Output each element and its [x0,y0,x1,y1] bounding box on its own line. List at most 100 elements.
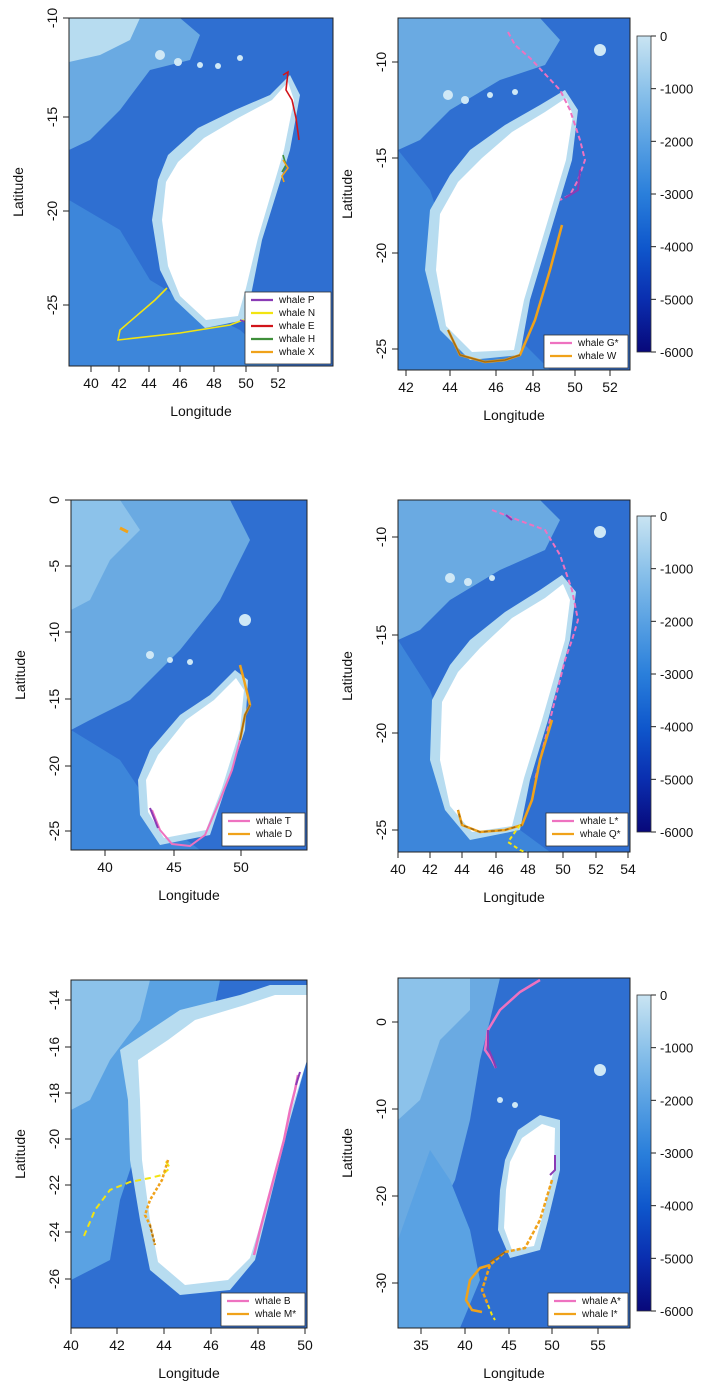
legend-label: whale T [255,816,291,827]
legend-label: whale P [278,295,315,306]
x-tick-label: 50 [555,861,571,877]
colorbar-tick-label: -5000 [660,1251,693,1266]
legend-label: whale W [577,351,617,362]
legend-label: whale L* [579,816,618,827]
panel-d-map [398,500,630,852]
y-tick-label: -20 [373,243,389,263]
track-whale-e [282,70,300,141]
y-tick-label: -25 [373,820,389,840]
panel-f-map [398,978,630,1328]
panel-c-tracks [119,526,252,848]
legend-box [547,1292,629,1327]
y-axis-label: Latitude [339,651,355,701]
y-tick-label: -20 [46,1129,62,1149]
y-tick-label: -26 [46,1269,62,1289]
panel-c-frame [70,499,308,851]
panel-b-map [398,18,630,370]
text-layer: 40 42 44 46 48 50 52 -10 -15 -20 -25 Longitude Latit… [10,8,693,1381]
track-whale-q-south [506,824,528,852]
x-tick-label: 50 [567,379,583,395]
y-axis-label: Latitude [339,1128,355,1178]
y-tick-label: -20 [46,756,62,776]
track-whale-b-purple [295,1071,301,1086]
track-whale-d-dark [239,704,251,741]
track-whale-i-west [464,1263,491,1314]
track-whale-a-purple [487,1030,497,1069]
track-whale-d-north [119,526,129,534]
x-tick-label: 50 [238,375,254,391]
x-tick-label: 44 [454,861,470,877]
panel-e-tracks [83,1071,301,1256]
track-whale-x [281,159,289,183]
y-tick-label: 0 [46,496,62,504]
track-whale-a2 [549,1155,556,1176]
x-tick-label: 40 [390,861,406,877]
x-axis-label: Longitude [170,403,232,419]
colorbar-tick-label: 0 [660,29,667,44]
x-axis-label: Longitude [483,889,545,905]
panel-c-map [71,500,307,850]
y-tick-label: -20 [44,201,60,221]
x-tick-label: 44 [442,379,458,395]
panel-a-map [69,18,333,366]
y-tick-label: -10 [44,8,60,28]
panel-d-frame [397,499,631,853]
colorbar-tick-label: -1000 [660,82,693,97]
legend-label: whale M* [254,1309,296,1320]
x-tick-label: 52 [588,861,604,877]
panel-d-tracks [456,509,580,852]
legend-box [545,812,629,847]
x-tick-label: 46 [488,379,504,395]
x-tick-label: 50 [544,1337,560,1353]
x-tick-label: 50 [297,1337,313,1353]
x-tick-label: 44 [156,1337,172,1353]
colorbar-tick-label: -4000 [660,720,693,735]
legend-label: whale I* [581,1309,618,1320]
panel-b-tracks [446,31,587,364]
panel-f-tracks [464,978,556,1321]
colorbar-tick-label: -4000 [660,1199,693,1214]
track-whale-m-dark [149,1224,156,1246]
x-tick-label: 50 [233,859,249,875]
x-axis-label: Longitude [158,1365,220,1381]
colorbar-tick-label: -2000 [660,1093,693,1108]
x-tick-label: 52 [270,375,286,391]
panel-b-frame [397,17,631,371]
legend-label: whale Q* [579,829,621,840]
y-axis-label: Latitude [339,169,355,219]
track-whale-i-dark [489,1251,506,1263]
panel-f-legend [547,1292,629,1327]
y-tick-label: -14 [46,990,62,1010]
x-tick-label: 55 [590,1337,606,1353]
y-tick-label: -16 [46,1037,62,1057]
x-tick-label: 52 [602,379,618,395]
colorbar-tick-label: -2000 [660,134,693,149]
legend-label: whale G* [577,338,619,349]
colorbar-tick-label: -3000 [660,667,693,682]
legend-label: whale B [254,1296,291,1307]
x-tick-label: 48 [206,375,222,391]
panel-a-frame [68,17,334,367]
y-tick-label: -15 [373,625,389,645]
y-tick-label: -25 [373,339,389,359]
x-tick-label: 46 [172,375,188,391]
legend-label: whale N [278,308,315,319]
panel-f-frame [397,977,631,1329]
y-tick-label: -24 [46,1222,62,1242]
x-tick-label: 45 [166,859,182,875]
x-tick-label: 46 [488,861,504,877]
x-axis-label: Longitude [158,887,220,903]
legend-box [221,812,306,847]
track-whale-t-purple [149,807,159,829]
x-tick-label: 40 [97,859,113,875]
legend-label: whale D [255,829,292,840]
y-axis-label: Latitude [12,1129,28,1179]
y-axis-label: Latitude [12,650,28,700]
panel-d-legend [545,812,629,847]
y-tick-label: -10 [373,527,389,547]
panel-e-map [71,980,307,1328]
x-tick-label: 42 [111,375,127,391]
track-whale-t [151,739,241,848]
y-tick-label: 0 [373,1018,389,1026]
colorbar-bottom [636,994,652,1312]
